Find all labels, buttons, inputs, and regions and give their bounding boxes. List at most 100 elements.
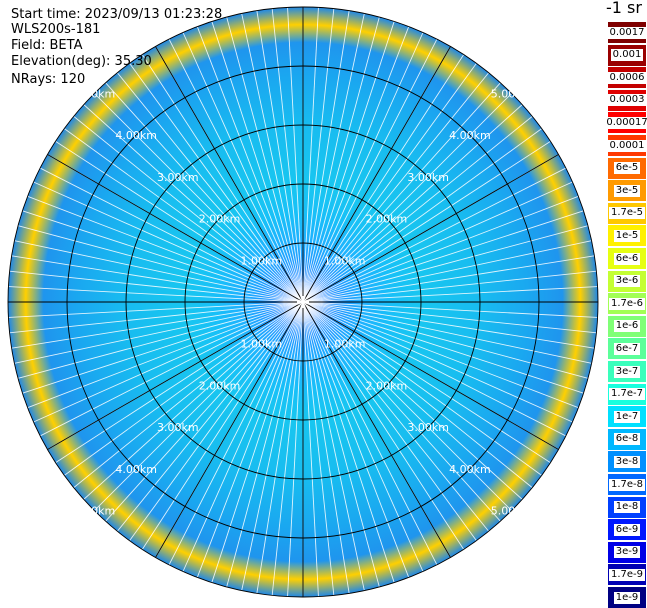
ray-gap [302, 301, 365, 591]
ray-gap [302, 301, 438, 566]
ring-label: 2.00km [366, 213, 408, 226]
colorbar-tick-label: 1.7e-9 [608, 568, 646, 581]
ray-gap [302, 301, 551, 464]
ray-gap [105, 82, 304, 303]
ray-gap [11, 255, 304, 303]
colorbar-cell: 1.7e-7 [608, 383, 646, 405]
colorbar-tick-label: 1e-8 [613, 501, 641, 514]
ray-gap [302, 128, 542, 303]
ray-gap [302, 301, 501, 522]
ray-gap [302, 104, 523, 303]
colorbar-tick-label: 0.0003 [607, 94, 647, 107]
colorbar-tick-label: 1.7e-7 [608, 388, 646, 401]
ray-gap [302, 7, 319, 303]
ray-gap [302, 301, 424, 572]
colorbar-cell: 0.001 [608, 44, 646, 66]
ray-gap [94, 301, 304, 511]
ray-gap [302, 301, 489, 532]
ray-gap [39, 167, 304, 303]
azimuth-spoke [155, 46, 304, 303]
ray-gap [302, 301, 598, 318]
ray-gap [302, 116, 533, 303]
ray-gap [73, 301, 304, 488]
ray-gap [271, 301, 304, 596]
ray-gap [39, 301, 304, 437]
ring-labels: 1.00km 1.00km 1.00km 1.00km 2.00km 2.00km 2.00… [74, 87, 533, 517]
azimuth-spoke [47, 154, 304, 303]
ray-gap [9, 301, 304, 334]
colorbar-cell: 1e-5 [608, 225, 646, 247]
colorbar-cell: 1.7e-5 [608, 202, 646, 224]
ray-gap [302, 63, 477, 303]
ray-gap [182, 301, 304, 572]
ray-gap [302, 301, 380, 588]
ray-gap [302, 301, 465, 550]
ray-gap [302, 240, 592, 303]
ray-gap [302, 301, 395, 583]
colorbar-tick-label: 0.001 [610, 49, 644, 62]
ring-label: 1.00km [240, 338, 282, 351]
ray-gap [9, 270, 304, 303]
colorbar-tick-label: 1.7e-8 [608, 478, 646, 491]
colorbar-tick-label: 1e-5 [613, 229, 641, 242]
device-name-text: WLS200s-181 [11, 22, 101, 37]
ray-gap [302, 225, 589, 303]
azimuth-spoke [302, 301, 559, 450]
ray-gap [73, 116, 304, 303]
colorbar-cell: 6e-7 [608, 338, 646, 360]
colorbar-cell: 0.0001 [607, 135, 647, 156]
colorbar-cell: 6e-5 [608, 157, 646, 179]
ray-gap [256, 10, 304, 303]
colorbar-cell: 1.7e-8 [608, 474, 646, 495]
colorbar-tick-label: 0.0001 [607, 139, 647, 152]
ray-gap [302, 54, 465, 303]
ring-label: 1.00km [324, 338, 366, 351]
ray-gap [302, 93, 512, 303]
ray-gap [64, 301, 304, 476]
ray-gap [17, 301, 304, 379]
colorbar-tick-label: 3e-7 [613, 365, 641, 378]
field-text: Field: BETA [11, 38, 83, 53]
ray-gap [211, 301, 304, 583]
ray-gap [271, 8, 304, 303]
ray-gap [11, 301, 304, 349]
ray-gap [8, 286, 304, 303]
ray-gap [302, 82, 501, 303]
ray-gap [302, 195, 579, 303]
ray-gap [302, 32, 424, 303]
elevation-text: Elevation(deg): 35.30 [11, 54, 152, 69]
azimuth-spoke [155, 301, 304, 558]
colorbar-tick-label: 3e-5 [613, 184, 641, 197]
colorbar-cell: 1.7e-9 [608, 564, 646, 586]
colorbar-cell: 0.0017 [607, 22, 647, 43]
start-time-text: Start time: 2023/09/13 01:23:28 [11, 7, 223, 22]
ray-gap [196, 301, 304, 578]
ray-gap [302, 167, 567, 303]
ray-gap [302, 301, 595, 349]
ring-label: 4.00km [115, 463, 157, 476]
colorbar-cell: 1e-9 [608, 587, 646, 608]
ring-label: 2.00km [199, 213, 241, 226]
ring-label: 1.00km [324, 254, 366, 267]
ring-label: 3.00km [407, 171, 449, 184]
ray-gap [168, 38, 304, 303]
ray-gap [302, 301, 579, 409]
ray-gap [27, 195, 304, 303]
ring-label: 5.00km [74, 505, 116, 518]
ring-label: 3.00km [157, 171, 199, 184]
ray-gap [302, 38, 438, 303]
ring-label: 3.00km [407, 421, 449, 434]
azimuth-spoke [302, 301, 451, 558]
ray-gap [14, 301, 304, 364]
ring-label: 4.00km [115, 129, 157, 142]
ring-label: 5.00km [74, 87, 116, 100]
ray-gap [22, 210, 304, 303]
ray-gap [241, 13, 304, 303]
azimuth-spoke [302, 154, 559, 303]
ray-gap [302, 13, 365, 303]
ring-label: 4.00km [449, 463, 491, 476]
colorbar-tick-label: 6e-9 [613, 523, 641, 536]
ring-label: 5.00km [491, 505, 533, 518]
ray-gap [141, 54, 304, 303]
ray-gap [211, 21, 304, 303]
